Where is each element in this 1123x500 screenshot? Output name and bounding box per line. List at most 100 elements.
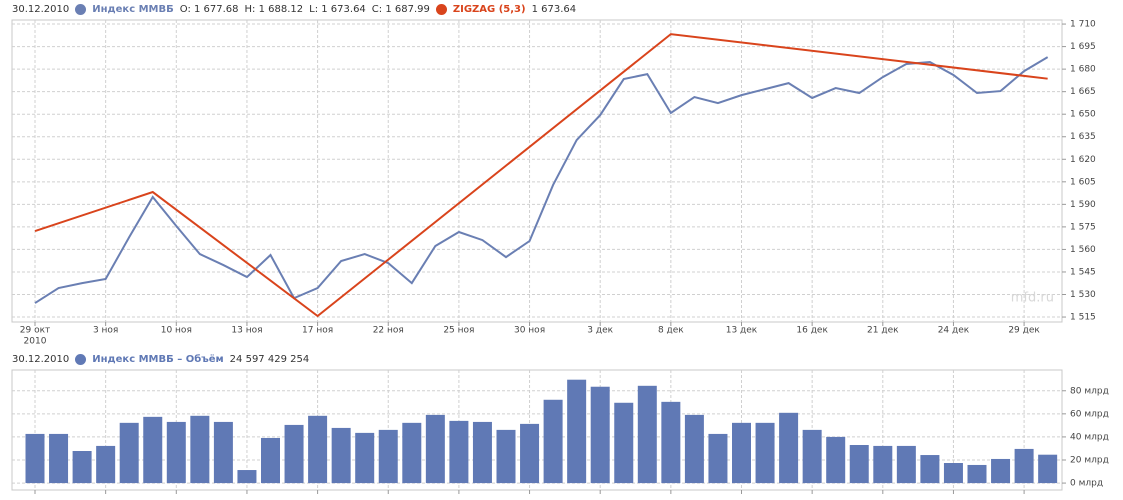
y-tick-label: 1 515 [1070,313,1096,323]
legend-dot [75,354,87,365]
y-tick-label: 40 млрд [1070,432,1109,442]
volume-bar [567,379,587,484]
price-header: 30.12.2010 Индекс ММВБ O: 1 677.68 H: 1 … [12,4,576,15]
x-tick-label: 10 ноя [161,326,192,336]
volume-bar [143,416,163,484]
ohlc: L: 1 673.64 [309,4,366,15]
x-tick-label: 29 окт [20,326,51,336]
y-tick-label: 20 млрд [1070,456,1109,466]
plot-frame [11,19,1063,323]
volume-bar [261,437,280,484]
price-line [34,56,1049,304]
volume-bar [72,451,92,484]
legend-dot [435,4,447,15]
ohlc: H: 1 688.12 [244,4,304,15]
volume-bar [213,421,233,484]
volume-bar [543,399,563,484]
volume-bar [873,445,893,484]
y-tick-label: 1 635 [1070,132,1096,142]
volume-bar [190,415,210,484]
x-tick-label: 8 дек [658,326,684,336]
volume-bar [590,386,610,484]
y-tick-label: 80 млрд [1070,386,1109,396]
volume-bar [826,436,846,484]
zigzag-line [34,33,1048,318]
volume-bar [237,470,257,484]
volume-bar [331,427,351,484]
volume-bar [943,463,963,484]
x-tick-label: 13 дек [726,326,758,336]
volume-header: 30.12.2010 Индекс ММВБ – Объём 24 597 42… [12,354,309,365]
legend-entry: Индекс ММВБ – Объём [92,354,224,365]
x-tick-label: 22 ноя [373,326,404,336]
volume-bar [96,445,116,484]
x-tick-label: 29 дек [1008,326,1040,336]
y-tick-label: 1 680 [1070,65,1096,75]
x-tick-label: 30 ноя [514,326,545,336]
volume-bar [119,422,139,484]
y-tick-label: 1 620 [1070,155,1096,165]
volume-bar [25,433,45,484]
y-tick-label: 1 545 [1070,267,1096,277]
volume-bar [779,412,799,484]
volume-bar [284,424,304,484]
y-tick-label: 1 560 [1070,245,1096,255]
y-tick-label: 1 695 [1070,42,1096,52]
ohlc: O: 1 677.68 [179,4,239,15]
volume-bar [496,429,516,484]
volume-bar [896,445,916,484]
volume-bar [449,420,469,484]
y-tick-label: 1 575 [1070,222,1096,232]
volume-value: 24 597 429 254 [229,354,310,365]
volume-bar [166,421,186,484]
y-tick-label: 1 710 [1070,20,1096,30]
legend-dot [75,4,87,15]
volume-bar [637,385,657,484]
volume-bar [378,429,398,484]
zigzag-value: 1 673.64 [531,4,577,15]
volume-bar [472,421,492,484]
y-tick-label: 1 530 [1070,290,1096,300]
x-tick-label: 16 дек [796,326,828,336]
x-tick-label: 3 ноя [93,326,118,336]
x-tick-label: 3 дек [587,326,613,336]
volume-bar [425,414,445,484]
x-tick-label: 13 ноя [231,326,262,336]
volume-bar [402,422,422,484]
y-tick-label: 60 млрд [1070,409,1109,419]
volume-bar [308,415,328,484]
volume-bar [802,429,822,484]
x-tick-label: 25 ноя [443,326,474,336]
plot-frame [11,369,1063,491]
watermark: mfd.ru [1011,291,1054,306]
volume-bar [520,423,540,484]
x-tick-label: 24 дек [938,326,970,336]
x-tick-label: 17 ноя [302,326,333,336]
legend-entry: ZIGZAG (5,3) [452,4,526,15]
y-tick-label: 1 650 [1070,110,1096,120]
volume-bar [708,433,728,484]
y-tick-label: 1 590 [1070,200,1096,210]
volume-bar [849,445,869,484]
y-tick-label: 0 млрд [1070,479,1103,489]
legend-entry: Индекс ММВБ [92,4,174,15]
volume-bar [49,433,69,484]
date: 30.12.2010 [12,4,70,15]
date: 30.12.2010 [12,354,70,365]
volume-bar [920,455,940,484]
y-tick-label: 1 605 [1070,177,1096,187]
volume-bar [732,422,751,484]
volume-bar [355,432,375,484]
volume-bar [967,464,987,484]
volume-bar [755,422,775,484]
x-year-label: 2010 [24,337,47,347]
volume-bar [1038,454,1058,484]
volume-bar [614,402,634,484]
volume-bar [684,414,704,484]
y-tick-label: 1 665 [1070,87,1096,97]
volume-bar [991,458,1011,484]
volume-bar [1014,448,1034,484]
volume-bar [661,401,681,484]
